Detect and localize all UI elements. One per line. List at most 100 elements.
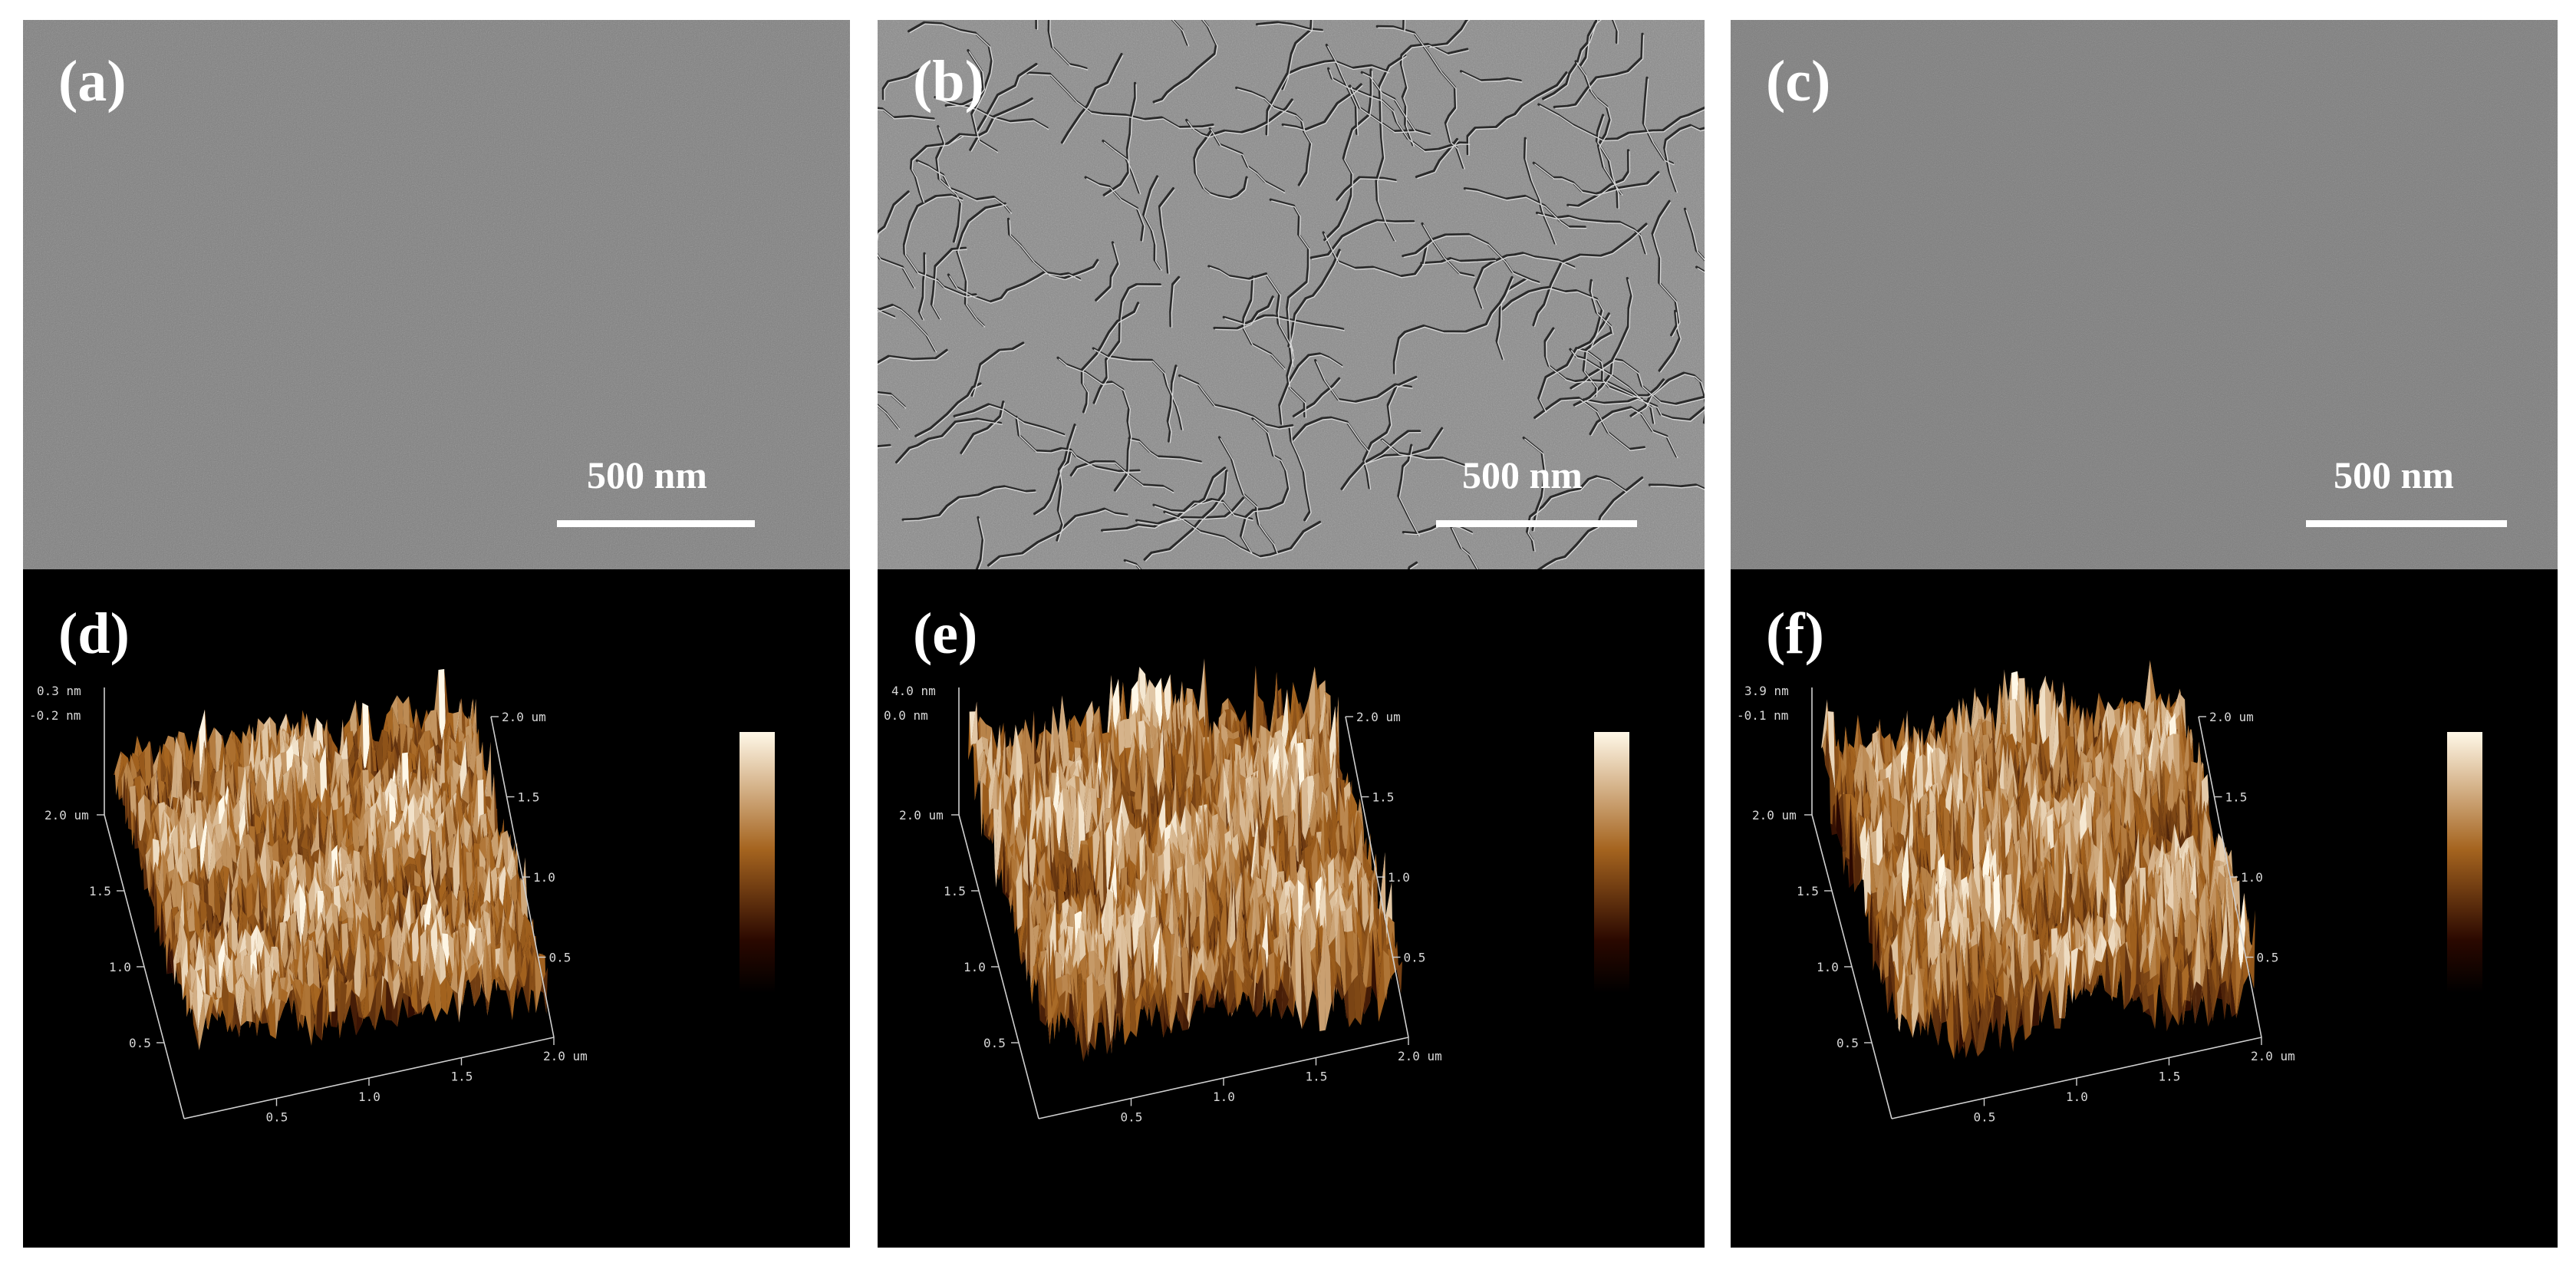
crack-highlight	[920, 254, 927, 321]
crack-highlight	[917, 161, 1013, 214]
crack-highlight	[878, 109, 936, 121]
surface-facet	[268, 997, 276, 1039]
surface-facet	[981, 763, 989, 837]
surface-facet	[168, 735, 176, 764]
crack-highlight	[1194, 132, 1249, 200]
crack-line	[878, 391, 906, 408]
crack-line	[1683, 207, 1705, 262]
surface-facet	[208, 832, 216, 892]
crack-highlight	[1570, 350, 1655, 425]
crack-highlight	[1145, 471, 1229, 562]
surface-facet	[976, 736, 983, 763]
surface-facet	[1036, 736, 1043, 800]
surface-facet	[357, 997, 365, 1020]
surface-facet	[277, 947, 285, 991]
crack-highlight	[957, 204, 1007, 328]
crack-line	[1580, 20, 1598, 67]
crack-highlight	[1535, 398, 1646, 451]
crack-highlight	[1294, 379, 1341, 418]
surface-facet	[387, 745, 395, 763]
surface-facet	[377, 773, 384, 820]
surface-facet	[410, 758, 418, 807]
surface-facet	[346, 891, 354, 919]
crack-highlight	[904, 196, 978, 298]
crack-highlight	[1329, 69, 1471, 153]
surface-facet	[363, 1010, 371, 1020]
surface-facet	[359, 778, 367, 823]
surface-facet	[281, 785, 288, 803]
crack-line	[1537, 476, 1644, 569]
afm-surface-e: 4.0 nm0.0 nm2.0 um1.51.00.50.51.01.52.0 …	[884, 658, 1629, 1125]
surface-facet	[345, 978, 353, 1005]
sem-image-b	[878, 20, 1705, 569]
surface-facet	[488, 773, 496, 855]
surface-facet	[333, 949, 341, 971]
crack-highlight	[1403, 235, 1541, 285]
surface-facet	[489, 942, 497, 991]
surface-facet	[225, 950, 233, 983]
crack-line	[1543, 327, 1643, 401]
surface-facet	[400, 724, 407, 763]
crack-highlight	[1475, 253, 1576, 310]
surface-facet	[203, 992, 212, 1020]
z-axis-top-label: 0.3 nm	[37, 684, 81, 698]
surface-facet	[1144, 720, 1151, 793]
surface-facet	[375, 924, 383, 964]
surface-facet	[257, 994, 265, 1037]
crack-line	[917, 252, 926, 320]
surface-facet	[1072, 762, 1079, 777]
surface-facet	[279, 921, 287, 958]
crack-highlight	[1289, 250, 1342, 348]
crack-line	[1239, 417, 1290, 553]
surface-facet	[497, 963, 506, 987]
surface-facet	[302, 797, 311, 831]
surface-facet	[436, 709, 444, 754]
surface-facet	[235, 974, 243, 1010]
surface-facet	[469, 962, 477, 983]
surface-facet	[166, 948, 174, 981]
crack-line	[947, 271, 1081, 303]
crack-highlight	[1096, 242, 1121, 302]
surface-facet	[209, 773, 217, 813]
surface-facet	[377, 861, 385, 918]
surface-facet	[492, 963, 499, 987]
surface-facet	[1068, 760, 1076, 769]
surface-facet	[166, 804, 173, 832]
surface-facet	[275, 893, 282, 932]
surface-facet	[330, 802, 338, 849]
crack-line	[1166, 364, 1178, 443]
surface-facet	[401, 831, 409, 869]
surface-facet	[129, 785, 137, 819]
crack-highlight	[948, 99, 1034, 146]
surface-facet	[232, 826, 240, 862]
surface-facet	[439, 873, 446, 905]
crack-highlight	[1644, 78, 1675, 166]
crack-highlight	[1164, 513, 1322, 559]
crack-highlight	[1171, 20, 1190, 47]
surface-facet	[207, 826, 215, 879]
surface-facet	[328, 949, 335, 972]
surface-facet	[367, 901, 374, 935]
surface-facet	[354, 920, 361, 1014]
surface-mesh	[114, 669, 548, 1050]
surface-facet	[1118, 719, 1125, 757]
surface-facet	[516, 969, 525, 989]
crack-highlight	[1324, 233, 1429, 279]
surface-facet	[376, 729, 384, 779]
crack-line	[1123, 559, 1142, 569]
surface-facet	[275, 764, 283, 803]
y-tick-label: 0.5	[129, 1036, 151, 1050]
surface-facet	[354, 746, 362, 780]
surface-facet	[1206, 776, 1214, 815]
crack-line	[946, 97, 1033, 145]
surface-facet	[410, 978, 418, 1014]
surface-facet	[339, 885, 347, 914]
surface-facet	[1004, 783, 1012, 814]
crack-line	[1278, 352, 1343, 425]
surface-facet	[519, 857, 527, 928]
surface-facet	[1193, 768, 1201, 814]
crack-line	[878, 190, 915, 288]
surface-facet	[154, 832, 162, 881]
surface-facet	[301, 823, 308, 851]
surface-facet	[380, 819, 389, 863]
